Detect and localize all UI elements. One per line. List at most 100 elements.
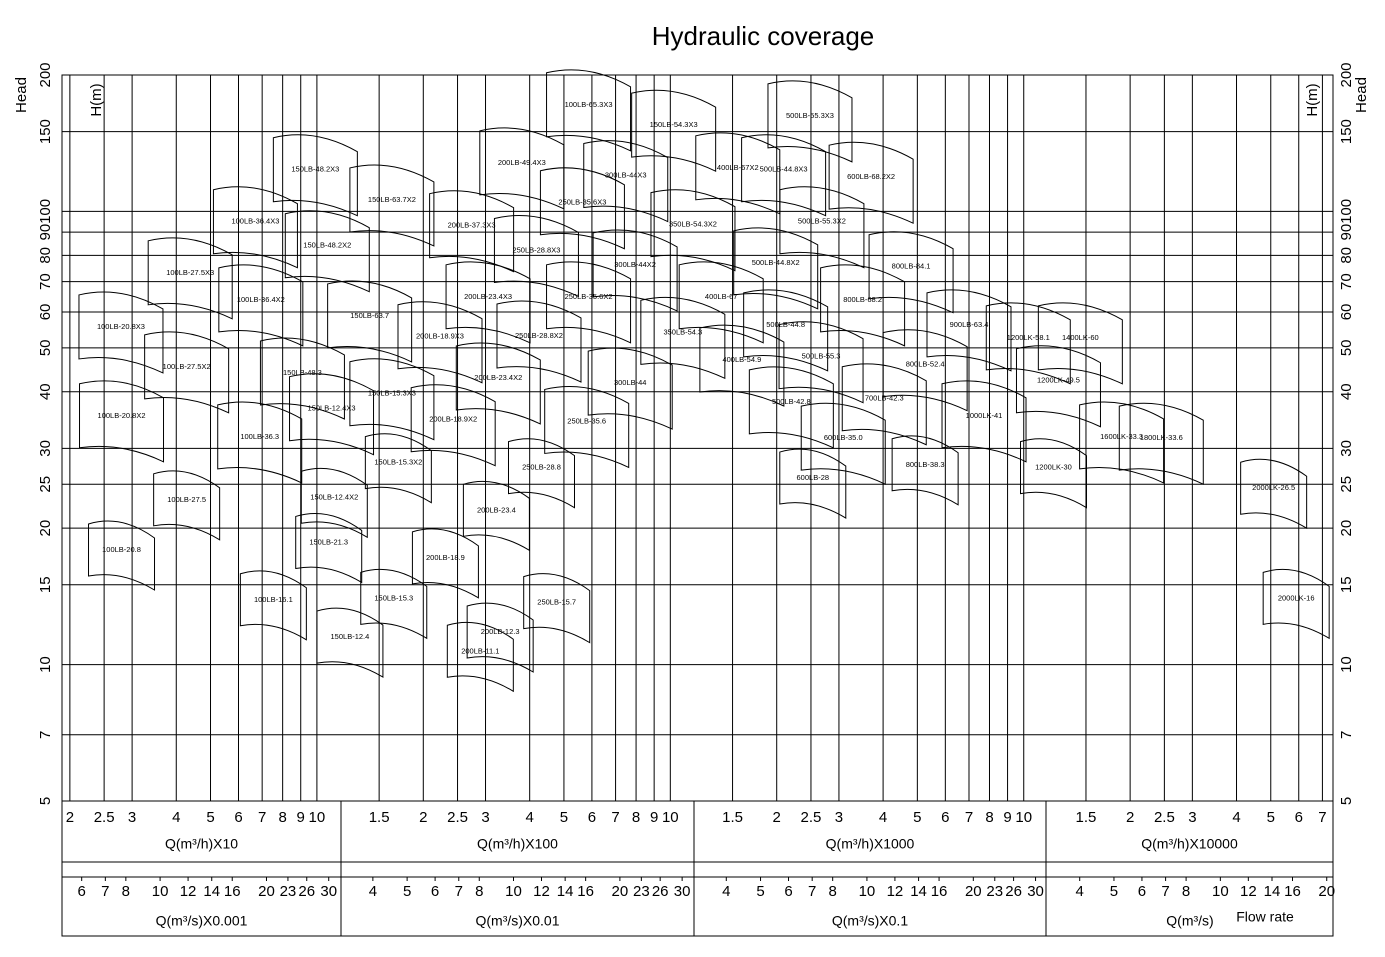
region-label: 600LB-35.0 xyxy=(824,433,863,442)
y-tick-label: 10 xyxy=(37,656,54,673)
x-tick-label-s: 10 xyxy=(505,883,522,900)
y-tick-label: 5 xyxy=(37,797,54,805)
x-tick-label: 5 xyxy=(1267,809,1275,826)
coverage-region xyxy=(699,324,785,407)
x-tick-label-s: 16 xyxy=(224,883,241,900)
x-tick-label: 2.5 xyxy=(801,809,822,826)
x-tick-label: 5 xyxy=(206,809,214,826)
x-tick-label: 3 xyxy=(481,809,489,826)
coverage-region xyxy=(743,289,829,372)
region-label: 250LB-35.6 xyxy=(567,416,606,425)
x-tick-label-s: 26 xyxy=(298,883,315,900)
coverage-region xyxy=(462,480,530,552)
y-axis-label-right: Head xyxy=(1353,77,1370,113)
region-label: 600LB-68.2X2 xyxy=(847,172,895,181)
y-tick-label: 50 xyxy=(37,339,54,356)
coverage-region xyxy=(218,264,304,347)
x-tick-label: 8 xyxy=(278,809,286,826)
x-tick-label-s: 12 xyxy=(533,883,550,900)
region-label: 500LB-55.3X2 xyxy=(798,217,846,226)
y-tick-label: 25 xyxy=(37,476,54,493)
y-tick-label-right: 15 xyxy=(1338,576,1355,593)
region-label: 900LB-63.4 xyxy=(950,320,989,329)
x-tick-label-s: 6 xyxy=(78,883,86,900)
coverage-region xyxy=(631,89,717,172)
region-label: 1200LK-49.5 xyxy=(1037,376,1080,385)
x-tick-label: 3 xyxy=(128,809,136,826)
x-tick-label: 10 xyxy=(1015,809,1032,826)
coverage-region xyxy=(411,528,479,599)
region-label: 500LB-44.8 xyxy=(766,320,805,329)
y-tick-label: 7 xyxy=(37,731,54,739)
region-label: 500LB-42.8 xyxy=(772,397,811,406)
region-label: 100LB-16.1 xyxy=(254,595,293,604)
coverage-region xyxy=(507,438,575,509)
x-tick-label-s: 5 xyxy=(756,883,764,900)
region-label: 150LB-15.3X3 xyxy=(368,389,416,398)
x-tick-label: 2 xyxy=(773,809,781,826)
x-tick-label-s: 20 xyxy=(1318,883,1335,900)
region-label: 100LB-36.3 xyxy=(240,432,279,441)
region-label: 250LB-28.8X3 xyxy=(512,245,560,254)
coverage-region xyxy=(741,134,827,217)
coverage-region xyxy=(349,358,435,441)
x-tick-label-s: 10 xyxy=(1212,883,1229,900)
x-tick-label-s: 12 xyxy=(180,883,197,900)
region-label: 1400LK-60 xyxy=(1062,333,1099,342)
scale-label: Q(m³/s)X0.01 xyxy=(475,913,559,929)
y-tick-label-right: 25 xyxy=(1338,476,1355,493)
region-label: 250LB-35.6X2 xyxy=(565,292,613,301)
x-tick-label: 3 xyxy=(835,809,843,826)
coverage-region xyxy=(327,280,413,363)
coverage-region xyxy=(868,231,954,314)
scale-label: Q(m³/s)X0.001 xyxy=(156,913,248,929)
coverage-region xyxy=(445,261,531,344)
coverage-region xyxy=(316,607,384,678)
x-tick-label-s: 26 xyxy=(1005,883,1022,900)
coverage-region xyxy=(767,80,853,163)
region-label: 250LB-28.8 xyxy=(522,463,561,472)
x-tick-label: 2 xyxy=(419,809,427,826)
x-tick-label: 3 xyxy=(1188,809,1196,826)
region-label: 150LB-15.3 xyxy=(374,593,413,602)
region-label: 100LB-27.5X2 xyxy=(163,362,211,371)
region-label: 150LB-48.3 xyxy=(283,368,322,377)
x-tick-label-s: 8 xyxy=(475,883,483,900)
region-label: 200LB-23.4X3 xyxy=(464,292,512,301)
region-label: 500LB-55.3X3 xyxy=(786,111,834,120)
y-tick-label-right: 50 xyxy=(1338,339,1355,356)
coverage-region xyxy=(212,186,298,269)
region-label: 300LB-44X3 xyxy=(605,171,647,180)
coverage-region xyxy=(1118,402,1204,485)
x-tick-label: 1.5 xyxy=(722,809,743,826)
x-tick-label-s: 7 xyxy=(455,883,463,900)
x-tick-label: 8 xyxy=(632,809,640,826)
x-tick-label-s: 14 xyxy=(557,883,574,900)
x-tick-label: 9 xyxy=(1003,809,1011,826)
region-label: 400LB-67X2 xyxy=(717,163,759,172)
coverage-region xyxy=(429,190,515,273)
region-label: 100LB-65.3X3 xyxy=(565,100,613,109)
coverage-region xyxy=(446,621,514,693)
region-label: 1000LK-41 xyxy=(966,411,1003,420)
coverage-region xyxy=(272,134,358,217)
coverage-region xyxy=(882,329,968,412)
y-tick-label-right: 80 xyxy=(1338,247,1355,264)
x-tick-label: 7 xyxy=(611,809,619,826)
flow-rate-label: Flow rate xyxy=(1236,909,1294,925)
region-label: 500LB-44.8X3 xyxy=(760,165,808,174)
x-tick-label: 7 xyxy=(258,809,266,826)
x-tick-label-s: 23 xyxy=(633,883,650,900)
y-tick-label-right: 7 xyxy=(1338,731,1355,739)
coverage-region xyxy=(820,264,906,347)
coverage-region xyxy=(479,127,565,210)
x-tick-label-s: 10 xyxy=(152,883,169,900)
region-label: 200LB-49.4X3 xyxy=(498,158,546,167)
coverage-region xyxy=(1020,438,1087,509)
region-label: 100LB-36.4X2 xyxy=(237,295,285,304)
x-tick-label: 7 xyxy=(965,809,973,826)
x-tick-label-s: 30 xyxy=(320,883,337,900)
region-label: 100LB-20.8X3 xyxy=(97,322,145,331)
x-tick-label: 10 xyxy=(662,809,679,826)
